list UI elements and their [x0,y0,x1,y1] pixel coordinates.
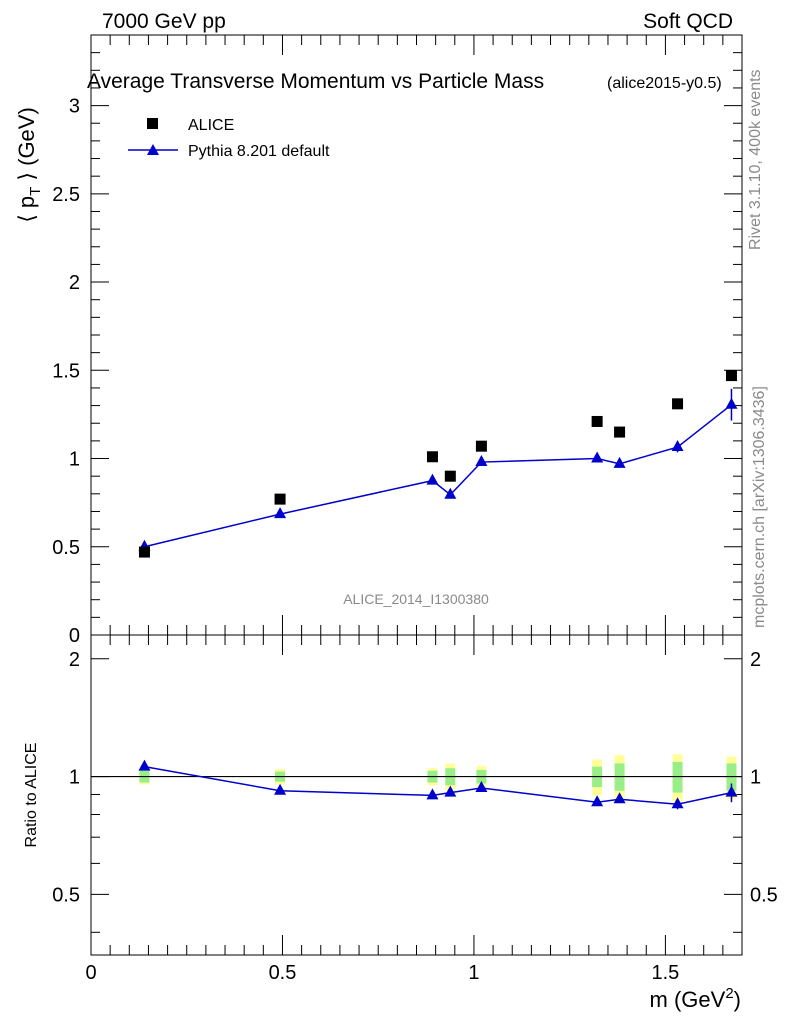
mc-point [426,473,439,485]
ratio-point [591,795,604,807]
y-tick-label: 0 [69,625,80,647]
mc-point [444,487,457,499]
ratio-y-tick-label-right: 1 [750,767,761,789]
ratio-y-tick-label-right: 0.5 [750,884,778,906]
ratio-y-tick-label: 0.5 [52,884,80,906]
side-label-mcplots: mcplots.cern.ch [arXiv:1306.3436] [751,386,768,628]
y-tick-label: 3 [69,96,80,118]
mc-point [725,397,738,409]
chart-subtitle: (alice2015-y0.5) [607,75,722,92]
x-tick-label: 0 [85,962,96,984]
mc-point [671,440,684,452]
data-point [138,546,150,558]
y-tick-label: 0.5 [52,537,80,559]
ratio-y-tick-label: 2 [69,649,80,671]
x-axis-label-close: ) [734,987,741,1012]
main-axis-ticks: 0 0.5 1 1.5 2 2.5 3 [52,34,742,647]
y-tick-label: 1 [69,449,80,471]
data-point [475,440,487,452]
ratio-point [444,785,457,797]
y-tick-label: 2 [69,272,80,294]
x-axis-label: m (GeV2) [650,985,741,1012]
legend: ALICE Pythia 8.201 default [128,117,330,160]
ratio-point [613,792,626,804]
x-tick-label: 1.5 [652,962,680,984]
mc-line [144,404,732,548]
mc-point [591,451,604,463]
analysis-label: ALICE_2014_I1300380 [343,591,489,607]
data-point [444,470,456,482]
legend-marker-mc [147,144,159,155]
legend-marker-data [147,118,158,129]
legend-label-mc: Pythia 8.201 default [188,143,330,160]
mc-point [475,455,488,467]
x-axis-ticks: 0 0.5 1 1.5 [85,35,743,984]
ratio-point [671,797,684,809]
header-left: 7000 GeV pp [102,10,226,33]
ratio-y-axis-label: Ratio to ALICE [23,743,40,848]
x-tick-label: 0.5 [269,962,297,984]
ratio-point [426,788,439,800]
x-axis-label-superscript: 2 [725,985,733,1002]
mc-point [613,456,626,468]
ratio-point [725,785,738,797]
ratio-series [138,759,738,810]
y-axis-label-close: ⟩ (GeV) [14,107,39,186]
data-point [672,398,684,410]
y-tick-label: 2.5 [52,184,80,206]
data-point [274,493,286,505]
data-point [591,415,603,427]
ratio-point [475,780,488,792]
ratio-band-inner [672,761,683,793]
y-axis-label-subscript: T [27,187,44,196]
data-point [426,451,438,463]
ratio-point [274,783,287,795]
side-label-rivet: Rivet 3.1.10, 400k events [747,69,764,250]
ratio-axis-ticks: 0.5 0.5 1 1 2 2 [52,649,778,933]
ratio-y-tick-label-right: 2 [750,649,761,671]
data-point [614,426,626,438]
x-tick-label: 1 [468,962,479,984]
chart-title: Average Transverse Momentum vs Particle … [87,70,544,93]
main-series [138,370,738,558]
data-point [725,370,737,382]
header-right: Soft QCD [643,10,733,33]
mc-point [274,507,287,519]
legend-label-data: ALICE [188,117,234,134]
y-tick-label: 1.5 [52,360,80,382]
ratio-point [138,759,151,771]
ratio-y-tick-label: 1 [69,767,80,789]
y-axis-label: ⟨ pT ⟩ (GeV) [14,107,44,223]
